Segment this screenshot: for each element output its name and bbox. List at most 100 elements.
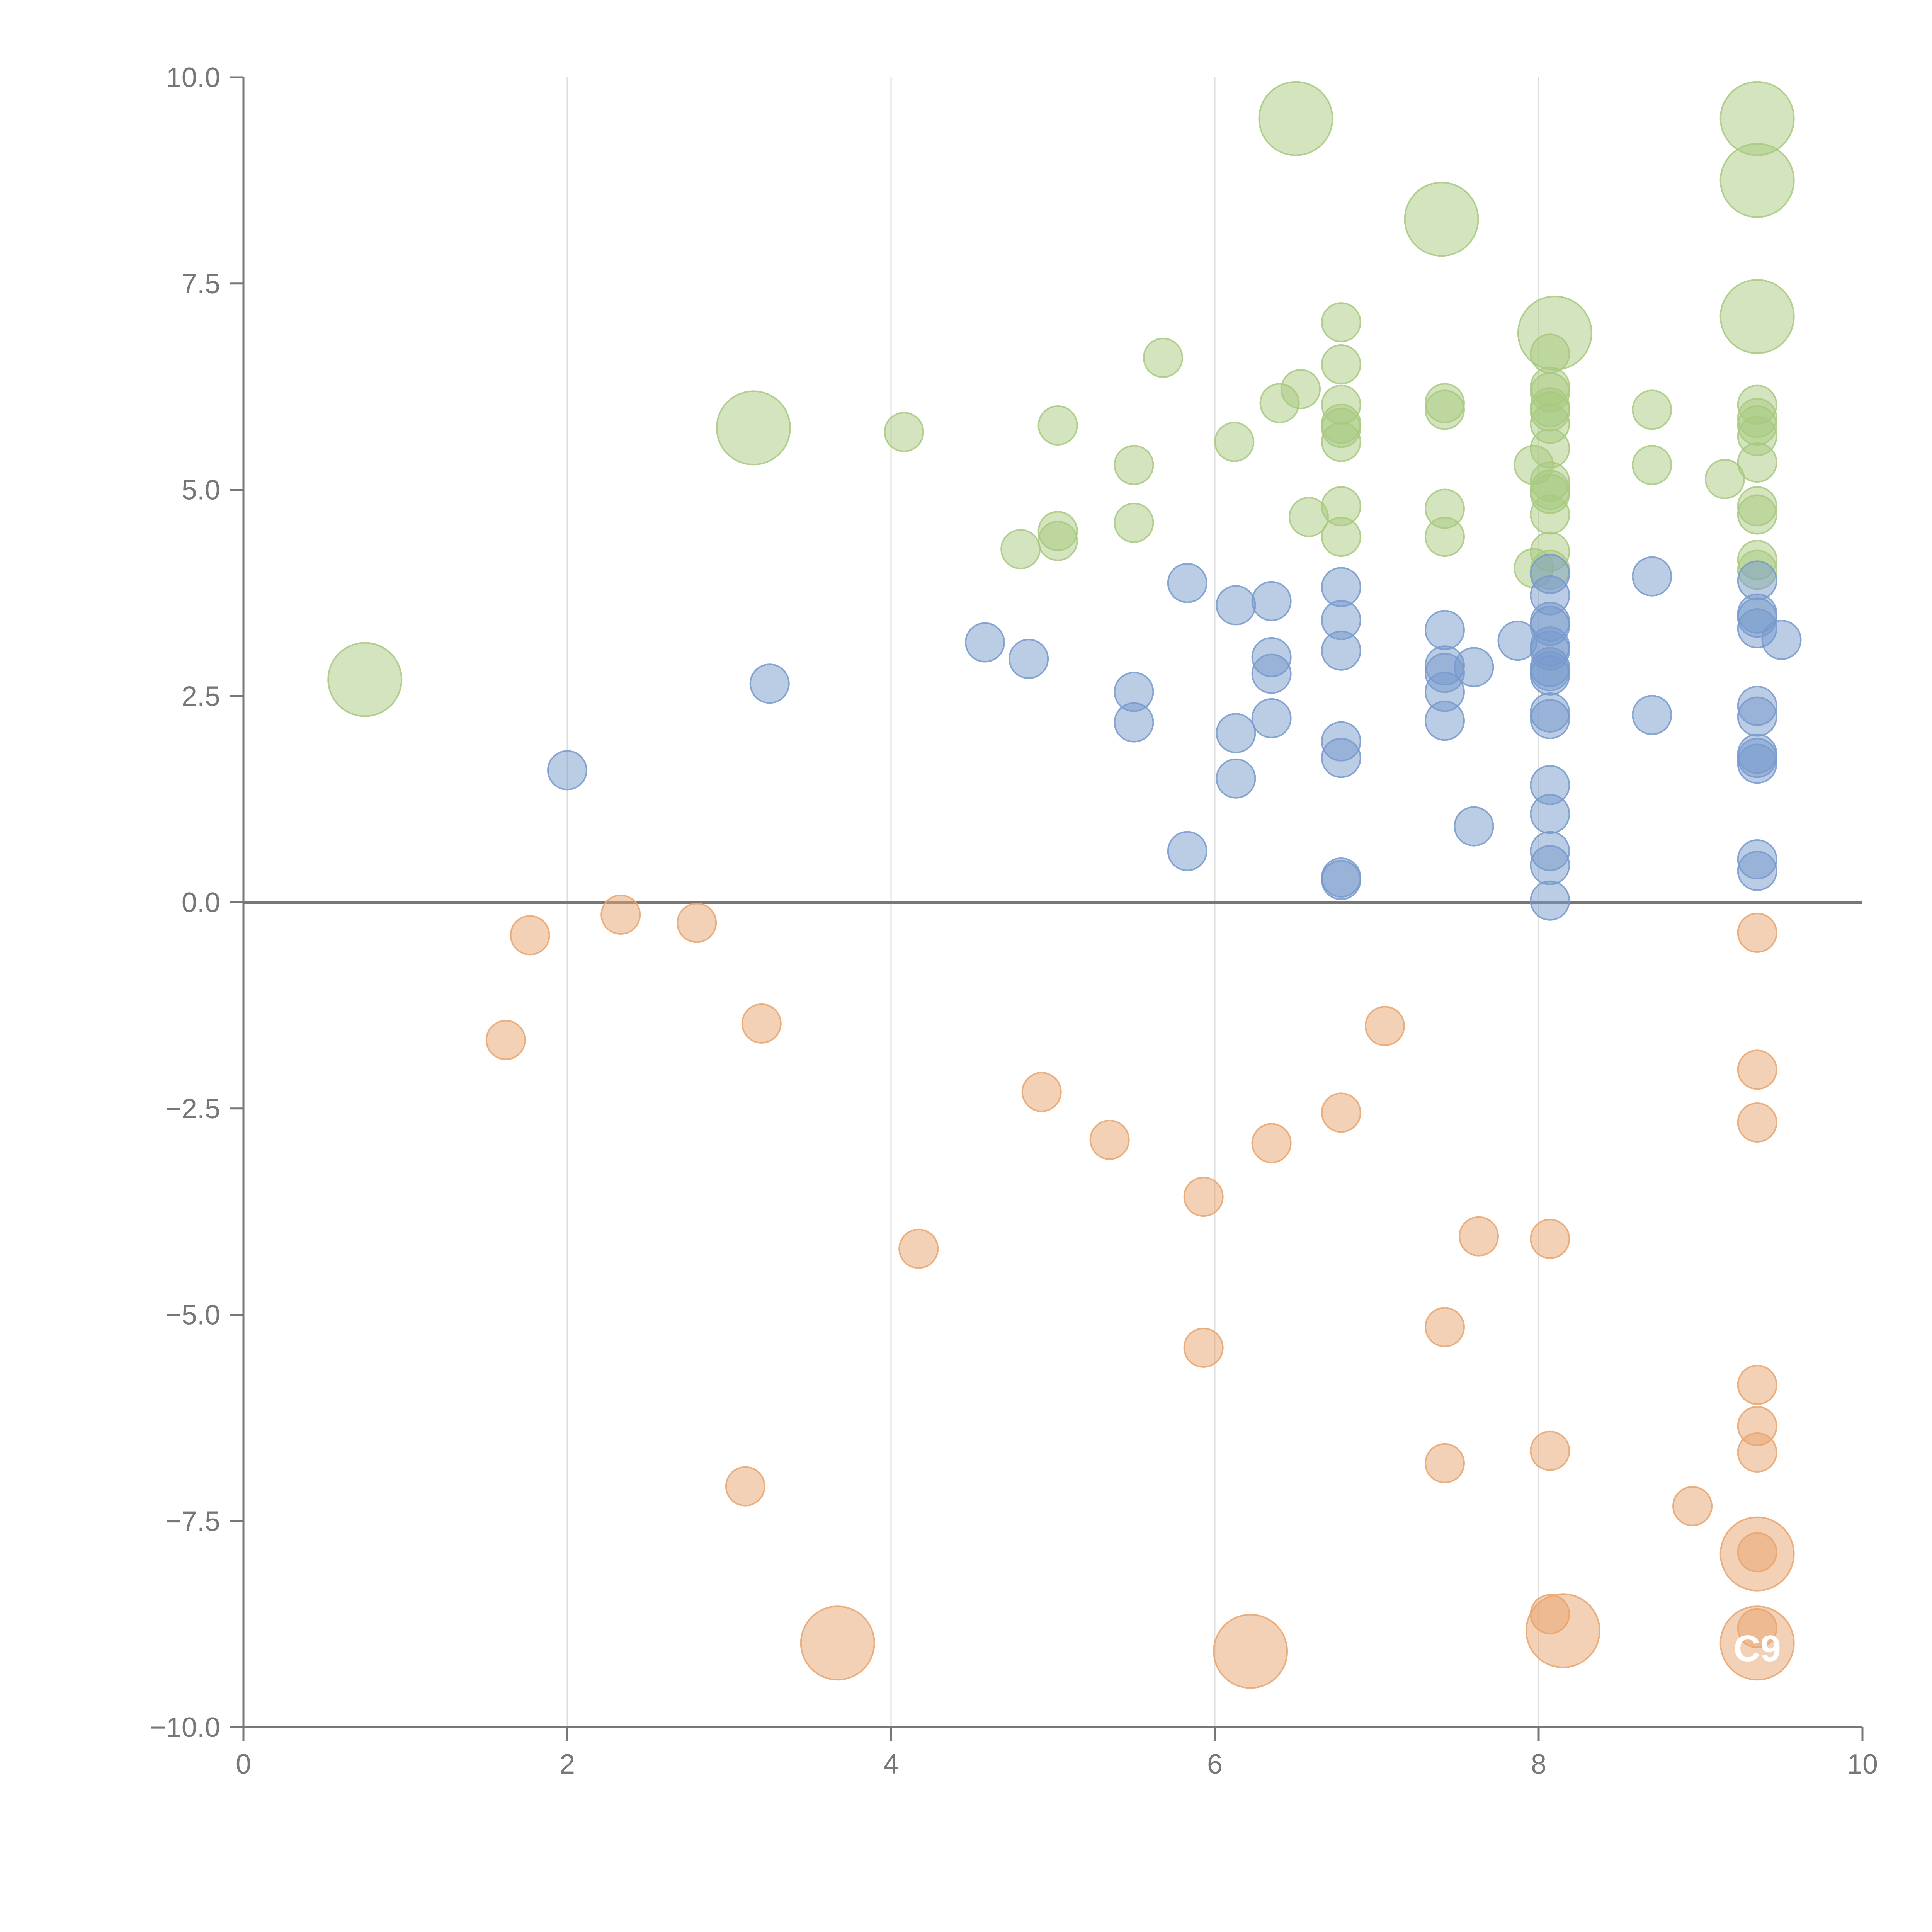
annotations: C9 [1733, 1628, 1781, 1669]
axes [230, 76, 1864, 1741]
orange-point [485, 1020, 526, 1060]
blue-point [1454, 647, 1494, 687]
blue-point [1761, 620, 1802, 660]
orange-point [1021, 1072, 1062, 1112]
green-point [1719, 143, 1795, 218]
orange-point [1321, 1092, 1361, 1133]
green-point [1632, 445, 1672, 485]
green-point [716, 390, 791, 466]
green-point [1214, 422, 1255, 462]
green-point [1719, 279, 1795, 354]
blue-point [1530, 655, 1570, 696]
blue-point [1530, 794, 1570, 834]
y-tick-label: 7.5 [182, 269, 220, 299]
orange-point [1737, 912, 1777, 953]
orange-point [1530, 1219, 1570, 1259]
green-point [884, 412, 924, 452]
blue-point [1530, 880, 1570, 921]
y-tick-label: −5.0 [165, 1300, 220, 1331]
orange-point [1251, 1123, 1292, 1163]
green-point [1530, 494, 1570, 535]
blue-point [1424, 701, 1465, 741]
blue-point [1632, 695, 1672, 735]
orange-point [1213, 1614, 1288, 1689]
blue-point [1114, 702, 1154, 743]
orange-point [1737, 1102, 1777, 1143]
green-point [1037, 520, 1078, 561]
blue-point [1424, 610, 1465, 650]
annotation-label: C9 [1733, 1628, 1781, 1669]
data-points [327, 81, 1802, 1689]
blue-point [1530, 699, 1570, 740]
x-tick-label: 0 [236, 1749, 251, 1780]
green-point [1737, 494, 1777, 535]
x-tick-label: 8 [1531, 1749, 1546, 1780]
orange-point [800, 1605, 875, 1681]
green-point [327, 642, 403, 717]
x-tick-label: 10 [1847, 1749, 1878, 1780]
orange-point [1737, 1049, 1777, 1090]
blue-point [1167, 563, 1208, 603]
blue-point [1216, 585, 1256, 626]
green-point [1037, 405, 1078, 446]
series-orange [485, 895, 1795, 1689]
orange-point [1424, 1307, 1465, 1347]
orange-point [1089, 1119, 1130, 1160]
green-point [1321, 302, 1361, 343]
green-point [1737, 442, 1777, 483]
blue-point [1321, 630, 1361, 671]
orange-point [1183, 1177, 1224, 1217]
series-blue [547, 554, 1802, 921]
blue-point [1321, 860, 1361, 900]
orange-point [1458, 1216, 1499, 1257]
orange-point [1737, 1364, 1777, 1405]
green-point [1143, 337, 1183, 378]
orange-point [1737, 1608, 1777, 1648]
blue-point [1251, 581, 1292, 621]
y-tick-label: −10.0 [150, 1712, 220, 1743]
y-tick-label: 10.0 [166, 62, 220, 93]
blue-point [1454, 806, 1494, 847]
orange-point [677, 903, 717, 943]
y-tick-label: 5.0 [182, 475, 220, 506]
blue-point [749, 663, 790, 704]
blue-point [965, 622, 1005, 663]
blue-point [1216, 713, 1256, 753]
x-tick-label: 4 [883, 1749, 899, 1780]
green-point [1114, 502, 1154, 543]
blue-point [1321, 738, 1361, 778]
series-green [327, 81, 1795, 717]
green-point [1404, 182, 1479, 257]
blue-point [1632, 556, 1672, 597]
x-tick-label: 6 [1207, 1749, 1223, 1780]
orange-point [1364, 1006, 1405, 1046]
orange-point [1530, 1430, 1570, 1471]
y-tick-label: 2.5 [182, 681, 220, 712]
y-tick-label: 0.0 [182, 887, 220, 918]
y-tick-label: −7.5 [165, 1506, 220, 1537]
blue-point [1251, 698, 1292, 738]
tick-labels: 0 2 4 6 8 10 10.0 7.5 5.0 2.5 0.0 −2.5 −5.0 −7.5 −10.0 [150, 62, 1878, 1780]
blue-point [1167, 831, 1208, 871]
blue-point [547, 750, 587, 791]
green-point [1424, 517, 1465, 557]
blue-point [1009, 639, 1049, 679]
orange-point [1672, 1486, 1713, 1526]
orange-point [741, 1003, 782, 1044]
green-point [1114, 445, 1154, 485]
green-point [1000, 529, 1041, 570]
orange-point [1737, 1532, 1777, 1573]
blue-point [1737, 743, 1777, 784]
green-point [1321, 344, 1361, 384]
orange-point [898, 1228, 939, 1269]
blue-point [1216, 758, 1256, 799]
green-point [1321, 422, 1361, 462]
green-point [1281, 369, 1321, 410]
x-tick-label: 2 [560, 1749, 575, 1780]
blue-point [1737, 850, 1777, 891]
blue-point [1737, 696, 1777, 737]
orange-point [600, 895, 641, 935]
green-point [1321, 517, 1361, 557]
orange-point [1737, 1432, 1777, 1473]
